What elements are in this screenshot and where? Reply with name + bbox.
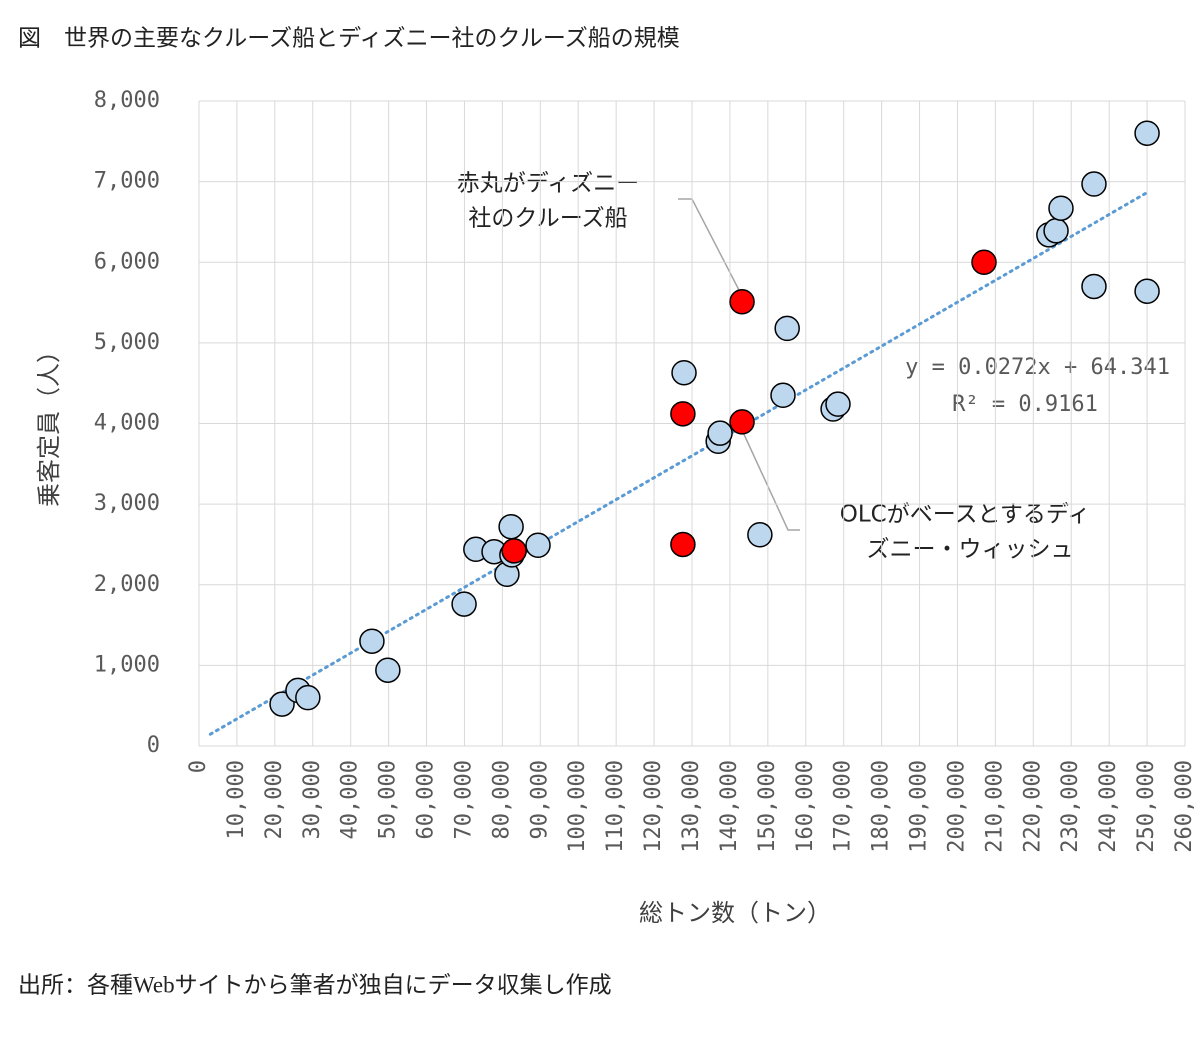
x-tick-label: 0 xyxy=(186,760,211,773)
trendline xyxy=(208,191,1149,736)
point xyxy=(1081,273,1107,300)
x-tick-label: 250,000 xyxy=(1134,760,1159,853)
point xyxy=(729,289,755,315)
y-tick-label: 1,000 xyxy=(94,652,160,677)
point xyxy=(825,391,851,417)
x-tick-label: 200,000 xyxy=(944,760,969,853)
point xyxy=(359,628,385,654)
point xyxy=(1134,278,1160,305)
y-tick-label: 4,000 xyxy=(94,411,160,436)
x-tick-label: 130,000 xyxy=(679,760,704,853)
x-tick-label: 50,000 xyxy=(376,760,401,839)
chart-title: 図 世界の主要なクルーズ船とディズニー社のクルーズ船の規模 xyxy=(18,25,680,50)
x-tick-label: 110,000 xyxy=(603,760,628,853)
point xyxy=(729,409,755,435)
annotation: 社のクルーズ船 xyxy=(468,206,627,232)
x-tick-label: 40,000 xyxy=(338,760,363,839)
x-tick-label: 170,000 xyxy=(831,760,856,853)
y-tick-label: 7,000 xyxy=(94,169,160,194)
leader-line xyxy=(678,198,741,293)
point xyxy=(770,382,796,409)
y-tick-label: 2,000 xyxy=(94,572,160,597)
x-tick-label: 60,000 xyxy=(414,760,439,839)
x-tick-label: 220,000 xyxy=(1020,760,1045,853)
y-tick-label: 3,000 xyxy=(94,491,160,516)
x-tick-label: 140,000 xyxy=(717,760,742,853)
point xyxy=(451,591,477,617)
point xyxy=(1043,218,1069,244)
point xyxy=(707,420,733,446)
x-tick-label: 190,000 xyxy=(907,760,932,853)
point xyxy=(1048,195,1074,221)
source-note: 出所：各種Webサイトから筆者が独自にデータ収集し作成 xyxy=(18,972,612,997)
leader-line xyxy=(741,429,800,531)
y-tick-label: 6,000 xyxy=(94,249,160,274)
x-tick-label: 70,000 xyxy=(451,760,476,839)
point xyxy=(1081,171,1107,197)
x-tick-label: 10,000 xyxy=(224,760,249,839)
annotation: ズニー・ウィッシュ xyxy=(867,537,1074,563)
x-tick-label: 240,000 xyxy=(1096,760,1121,853)
x-tick-label: 230,000 xyxy=(1058,760,1083,853)
x-tick-label: 260,000 xyxy=(1172,760,1197,853)
y-axis-label: 乗客定員（人） xyxy=(35,339,63,507)
annotation: OLCがベースとするディ xyxy=(840,502,1091,528)
point xyxy=(747,522,773,548)
point xyxy=(670,401,696,427)
point xyxy=(670,531,696,558)
x-tick-label: 30,000 xyxy=(300,760,325,839)
trend-r2: R² = 0.9161 xyxy=(952,392,1098,417)
x-tick-label: 20,000 xyxy=(262,760,287,839)
y-tick-label: 8,000 xyxy=(94,88,160,113)
point xyxy=(1134,120,1160,146)
point xyxy=(498,513,524,540)
x-tick-label: 80,000 xyxy=(489,760,514,839)
point xyxy=(375,657,401,683)
x-tick-label: 160,000 xyxy=(793,760,818,853)
x-tick-label: 100,000 xyxy=(565,760,590,853)
y-tick-label: 0 xyxy=(147,733,160,758)
point xyxy=(774,315,800,342)
point xyxy=(295,684,321,711)
x-tick-label: 210,000 xyxy=(982,760,1007,853)
x-tick-label: 90,000 xyxy=(527,760,552,839)
point xyxy=(971,249,997,275)
point xyxy=(671,359,697,386)
trend-equation: y = 0.0272x + 64.341 xyxy=(905,355,1170,380)
point xyxy=(525,532,551,558)
x-tick-label: 120,000 xyxy=(641,760,666,853)
x-tick-label: 180,000 xyxy=(869,760,894,853)
y-tick-label: 5,000 xyxy=(94,330,160,355)
x-axis-label: 総トン数（トン） xyxy=(639,899,831,927)
point xyxy=(501,538,527,564)
x-tick-label: 150,000 xyxy=(755,760,780,853)
annotation: 赤丸がディズニー xyxy=(457,171,639,197)
